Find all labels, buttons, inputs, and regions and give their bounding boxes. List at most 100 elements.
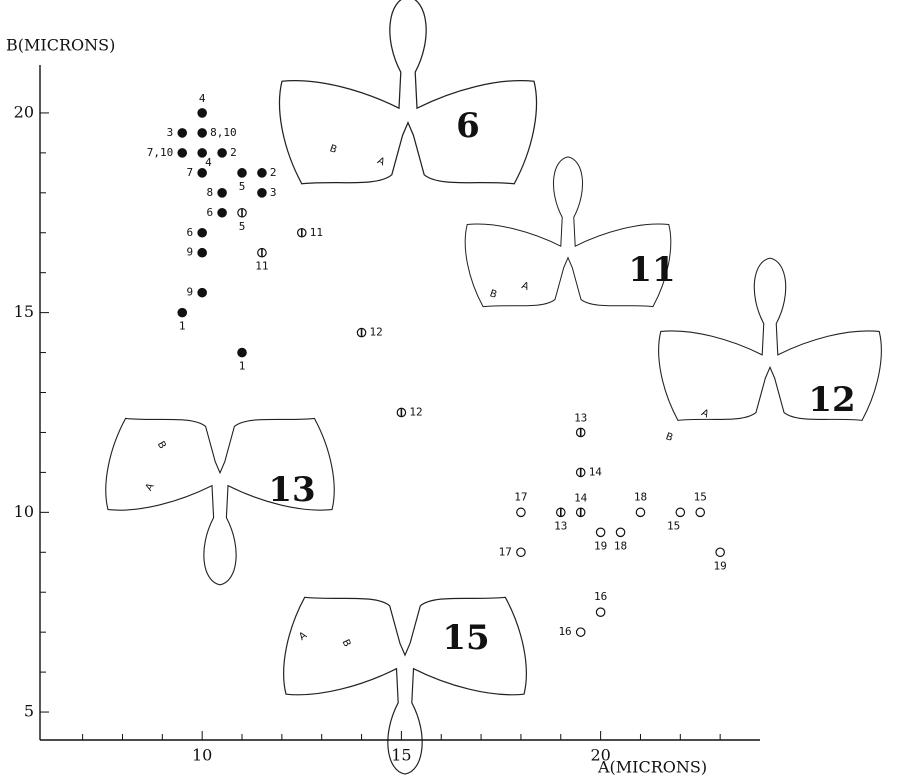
chart: 6AB11AB12AB13AB15AB B(MICRONS) A(MICRONS… <box>0 0 916 779</box>
point <box>198 229 206 237</box>
marker <box>258 169 266 177</box>
marker <box>178 129 186 137</box>
measure-label: A <box>375 155 386 168</box>
x-tick-label: 15 <box>391 746 411 765</box>
y-tick-label: 20 <box>14 102 34 121</box>
point <box>198 249 206 257</box>
marker <box>198 169 206 177</box>
point <box>676 508 684 516</box>
point-label: 11 <box>310 226 323 239</box>
marker <box>198 249 206 257</box>
point-label: 3 <box>167 126 174 139</box>
point-label: 3 <box>270 186 277 199</box>
point <box>238 169 246 177</box>
point-label: 13 <box>574 411 587 424</box>
marker <box>238 169 246 177</box>
marker <box>716 548 724 556</box>
point <box>178 149 186 157</box>
marker <box>636 508 644 516</box>
point-label: 2 <box>270 166 277 179</box>
x-axis-label: A(MICRONS) <box>597 758 707 777</box>
point <box>576 428 584 436</box>
marker <box>218 149 226 157</box>
point-label: 13 <box>554 519 567 532</box>
point-label: 17 <box>499 545 512 558</box>
specimen-number: 6 <box>456 106 480 146</box>
point-label: 17 <box>514 490 527 503</box>
measure-label: A <box>520 280 530 293</box>
point-label: 4 <box>205 156 212 169</box>
specimen-outline <box>280 0 537 184</box>
point-label: 8,10 <box>210 126 237 139</box>
point <box>218 189 226 197</box>
point-label: 11 <box>255 260 268 273</box>
point-label: 15 <box>694 490 707 503</box>
point-label: 5 <box>239 220 246 233</box>
point-label: 9 <box>187 246 194 259</box>
point <box>616 528 624 536</box>
point-label: 14 <box>589 465 603 478</box>
point <box>178 129 186 137</box>
marker <box>676 508 684 516</box>
point-label: 7 <box>187 166 194 179</box>
point-label: 15 <box>667 519 680 532</box>
point <box>397 408 405 416</box>
point <box>178 308 186 316</box>
point-label: 16 <box>558 625 571 638</box>
point <box>357 328 365 336</box>
point <box>258 169 266 177</box>
point-label: 14 <box>574 491 588 504</box>
point-label: 4 <box>199 92 206 105</box>
y-tick-label: 10 <box>14 502 34 521</box>
measure-label: A <box>699 407 710 420</box>
marker <box>517 508 525 516</box>
specimen-number: 11 <box>628 250 675 290</box>
point <box>258 249 266 257</box>
marker <box>198 109 206 117</box>
point <box>576 628 584 636</box>
point <box>636 508 644 516</box>
marker <box>218 209 226 217</box>
point <box>198 109 206 117</box>
page: 6AB11AB12AB13AB15AB B(MICRONS) A(MICRONS… <box>0 0 916 779</box>
measure-label: B <box>340 638 353 649</box>
point <box>576 508 584 516</box>
y-tick-label: 15 <box>14 302 34 321</box>
measure-label: A <box>144 481 157 493</box>
point <box>218 209 226 217</box>
marker <box>616 528 624 536</box>
marker <box>596 528 604 536</box>
y-tick-label: 5 <box>24 702 34 721</box>
measure-label: A <box>297 630 309 643</box>
point <box>596 608 604 616</box>
point <box>258 189 266 197</box>
point-label: 7,10 <box>147 146 174 159</box>
point-label: 9 <box>187 286 194 299</box>
marker <box>696 508 704 516</box>
marker <box>517 548 525 556</box>
point-label: 1 <box>179 320 186 333</box>
point-label: 5 <box>239 180 246 193</box>
point-label: 18 <box>614 539 627 552</box>
point <box>576 468 584 476</box>
specimen-number: 12 <box>808 380 855 420</box>
point <box>298 229 306 237</box>
point-label: 19 <box>714 559 727 572</box>
measure-label: B <box>664 431 674 444</box>
marker <box>198 129 206 137</box>
point <box>596 528 604 536</box>
marker <box>198 229 206 237</box>
point <box>198 129 206 137</box>
point <box>716 548 724 556</box>
marker <box>596 608 604 616</box>
point-label: 12 <box>370 326 383 339</box>
marker <box>576 628 584 636</box>
point <box>517 508 525 516</box>
measure-label: B <box>155 440 168 452</box>
marker <box>258 189 266 197</box>
point-label: 12 <box>409 405 422 418</box>
point <box>557 508 565 516</box>
marker <box>218 189 226 197</box>
point <box>198 288 206 296</box>
